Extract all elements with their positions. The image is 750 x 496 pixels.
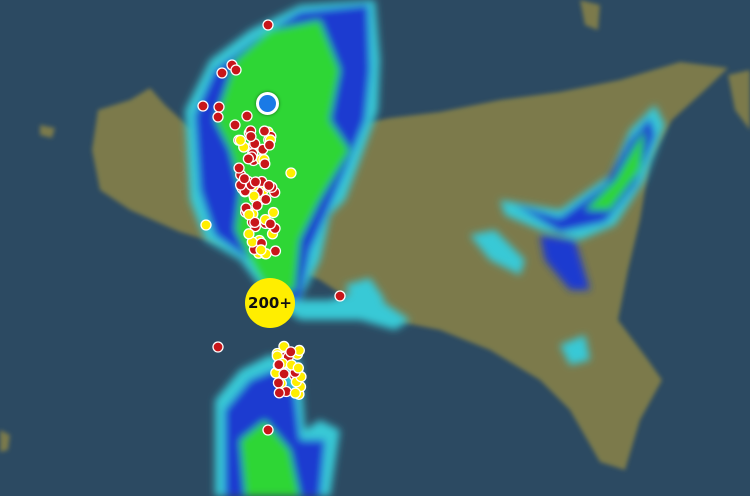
- lightning-strike-marker: [267, 206, 280, 219]
- lightning-strike-marker: [262, 19, 274, 31]
- user-location-marker[interactable]: [256, 92, 279, 115]
- radar-overlay: [185, 0, 665, 496]
- lightning-strike-marker: [238, 172, 251, 185]
- lightning-strike-marker: [249, 216, 261, 229]
- lightning-strike-marker: [334, 290, 346, 302]
- lightning-strike-marker: [263, 139, 276, 151]
- lightning-strikes: [197, 19, 346, 436]
- lightning-strike-marker: [289, 387, 302, 399]
- lightning-strike-marker: [255, 244, 267, 256]
- lightning-strike-marker: [264, 218, 277, 230]
- lightning-strike-marker: [230, 64, 242, 76]
- strike-cluster-badge[interactable]: 200+: [245, 278, 295, 328]
- lightning-strike-marker: [212, 341, 224, 353]
- lightning-strike-marker: [213, 101, 225, 113]
- lightning-strike-marker: [212, 111, 224, 123]
- lightning-strike-marker: [285, 167, 297, 179]
- lightning-strike-marker: [229, 119, 241, 131]
- lightning-strike-marker: [273, 387, 285, 399]
- lightning-strike-marker: [263, 179, 275, 192]
- lightning-strike-marker: [251, 199, 263, 212]
- lightning-strike-marker: [243, 208, 255, 221]
- lightning-strike-marker: [248, 190, 260, 202]
- lightning-strike-marker: [260, 193, 272, 206]
- lightning-strike-marker: [216, 67, 228, 79]
- lightning-strike-marker: [233, 162, 245, 174]
- lightning-strike-marker: [245, 130, 257, 143]
- lightning-strike-marker: [242, 153, 255, 165]
- lightning-strike-marker: [249, 176, 262, 188]
- lightning-strike-marker: [292, 362, 304, 374]
- lightning-strike-marker: [272, 377, 285, 389]
- lightning-strike-marker: [273, 358, 285, 371]
- lightning-strike-marker: [197, 100, 209, 112]
- lightning-strike-marker: [285, 346, 297, 358]
- lightning-strike-marker: [258, 125, 271, 137]
- lightning-strike-marker: [243, 228, 255, 240]
- lightning-strike-marker: [259, 158, 271, 170]
- lightning-strike-marker: [262, 424, 274, 436]
- lightning-strike-marker: [278, 368, 290, 380]
- lightning-strike-marker: [200, 219, 212, 231]
- lightning-strike-marker: [269, 245, 282, 257]
- lightning-strike-marker: [234, 134, 247, 147]
- lightning-strike-marker: [241, 110, 253, 122]
